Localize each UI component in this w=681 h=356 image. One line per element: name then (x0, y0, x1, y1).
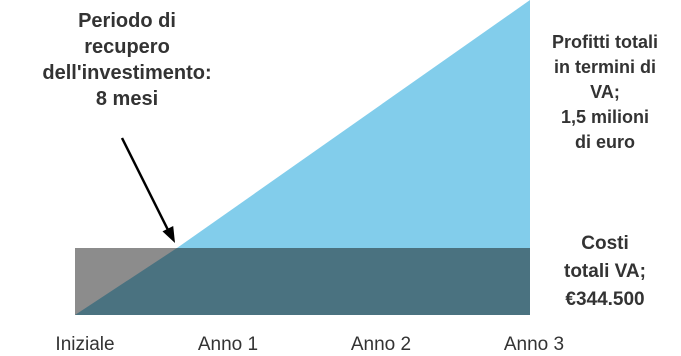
benefits-line-1: Profitti totali (552, 32, 658, 52)
benefits-line-3: VA; (590, 82, 620, 102)
initial-overlap-area (75, 248, 177, 315)
costs-area (177, 248, 530, 315)
benefits-area (177, 0, 530, 315)
payback-arrow (120, 137, 173, 237)
costs-line-2: totali VA; (564, 261, 646, 282)
payback-annotation: Periodo di recupero dell'investimento: 8… (0, 8, 254, 112)
x-tick-label: Anno 2 (351, 334, 411, 355)
payback-line-2: recupero (84, 36, 170, 58)
payback-line-1: Periodo di (78, 10, 176, 32)
costs-line-3: €344.500 (565, 289, 645, 310)
costs-line-1: Costi (581, 233, 629, 254)
payback-arrow-head (162, 226, 175, 243)
benefits-line-5: di euro (574, 132, 635, 152)
benefits-label: Profitti totali in termini di VA; 1,5 mi… (530, 30, 680, 155)
x-tick-label: Iniziale (55, 334, 114, 355)
x-axis-ticks: Iniziale Anno 1 Anno 2 Anno 3 (55, 334, 564, 355)
payback-line-4: 8 mesi (95, 88, 159, 110)
x-tick-label: Anno 1 (198, 334, 258, 355)
benefits-line-2: in termini di (553, 57, 656, 77)
benefits-line-4: 1,5 milioni (560, 107, 650, 127)
payback-line-3: dell'investimento: (42, 62, 212, 84)
x-tick-label: Anno 3 (504, 334, 564, 355)
costs-label: Costi totali VA; €344.500 (535, 230, 675, 314)
